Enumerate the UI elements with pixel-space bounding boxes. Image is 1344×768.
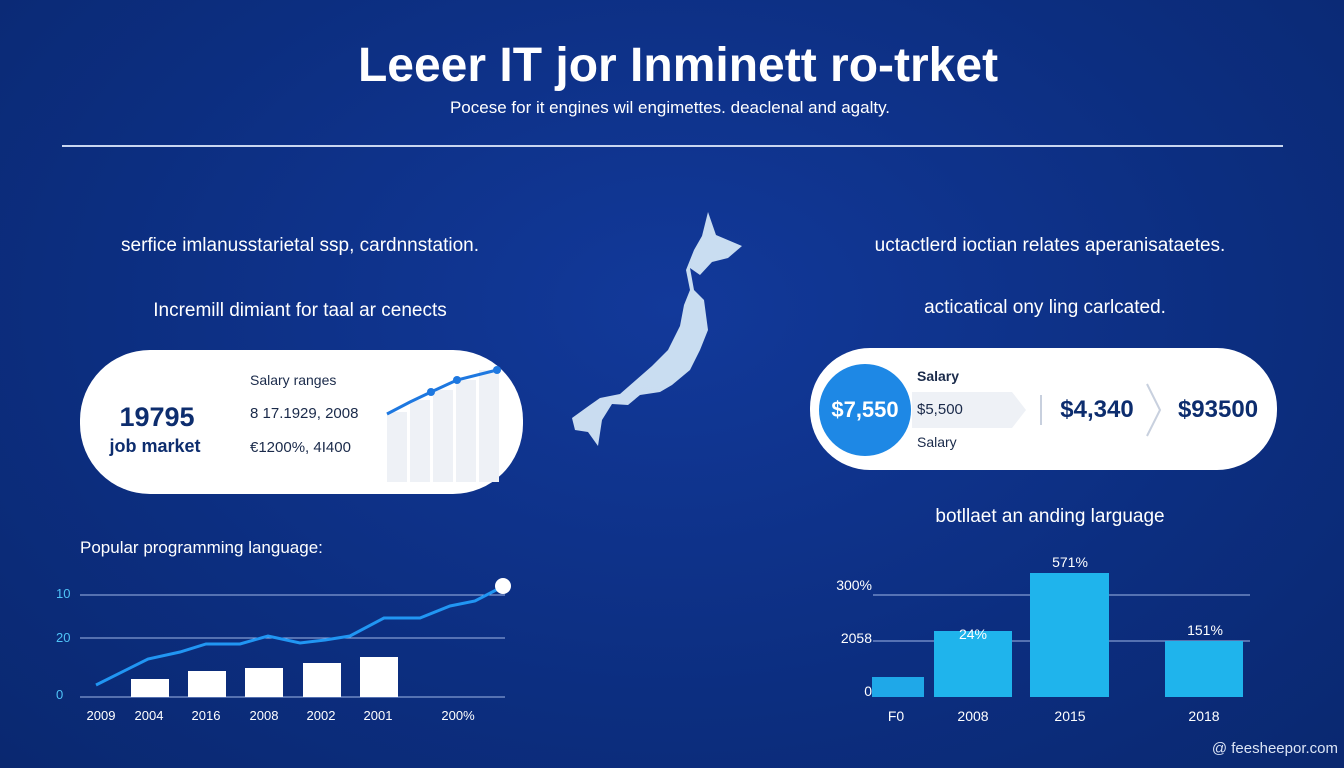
tag-value: $5,500 bbox=[917, 401, 963, 418]
x-tick-label: 2009 bbox=[86, 708, 116, 723]
x-tick-label: 2018 bbox=[1188, 708, 1220, 724]
left-chart-title: Popular programming language: bbox=[80, 538, 323, 557]
y-tick-label: 20 bbox=[56, 630, 71, 645]
y-tick-label: 0 bbox=[56, 687, 64, 702]
x-tick-label: F0 bbox=[887, 708, 905, 724]
left-subheading: Incremill dimiant for taal ar cenects bbox=[153, 300, 447, 321]
bar-label: 571% bbox=[1052, 554, 1088, 570]
x-tick-label: 2002 bbox=[306, 708, 336, 723]
value-circle bbox=[819, 364, 911, 456]
y-tick-label: 2058 bbox=[840, 630, 872, 646]
value: $93500 bbox=[1177, 396, 1259, 423]
tag-shape bbox=[912, 392, 1026, 428]
y-tick-label: 0 bbox=[864, 683, 872, 699]
map-shape bbox=[572, 212, 742, 446]
tag-title: Salary bbox=[917, 368, 960, 384]
mini-chart bbox=[386, 366, 501, 482]
x-tick-label: 2016 bbox=[191, 708, 221, 723]
value: $4,340 bbox=[1060, 396, 1134, 423]
chevron bbox=[1146, 383, 1162, 437]
x-tick-label: 2004 bbox=[134, 708, 164, 723]
x-tick-label: 2001 bbox=[363, 708, 393, 723]
tag-caption: Salary bbox=[917, 434, 957, 450]
left-chart bbox=[80, 578, 511, 698]
x-tick-label: 2015 bbox=[1054, 708, 1086, 724]
bar-label: 151% bbox=[1187, 622, 1223, 638]
right-heading: uctactlerd ioctian relates aperanisataet… bbox=[874, 235, 1226, 256]
salary-title: Salary ranges bbox=[250, 372, 337, 388]
subtitle: Pocese for it engines wil engimettes. de… bbox=[449, 98, 891, 117]
right-chart-title: botllaet an anding larguage bbox=[935, 506, 1165, 527]
credit: @ feesheepor.com bbox=[1211, 740, 1338, 757]
x-tick-label: 200% bbox=[441, 708, 475, 723]
right-subheading: acticatical ony ling carlcated. bbox=[924, 297, 1166, 318]
bar-label: 24% bbox=[958, 626, 988, 642]
right-card bbox=[810, 348, 1277, 470]
salary-line: €1200%, 4I400 bbox=[250, 439, 351, 456]
salary-line: 8 17.1929, 2008 bbox=[250, 405, 359, 422]
big-label: job market bbox=[109, 436, 201, 456]
left-heading: serfice imlanusstarietal ssp, cardnnstat… bbox=[121, 235, 479, 256]
title: Leeer IT jor Inminett ro-trket bbox=[357, 39, 999, 92]
y-tick-label: 10 bbox=[56, 586, 71, 601]
circle-value: $7,550 bbox=[831, 397, 899, 422]
x-tick-label: 2008 bbox=[957, 708, 989, 724]
y-tick-label: 300% bbox=[836, 577, 872, 593]
right-chart bbox=[872, 573, 1250, 697]
x-tick-label: 2008 bbox=[249, 708, 279, 723]
big-number: 19795 bbox=[119, 402, 195, 432]
